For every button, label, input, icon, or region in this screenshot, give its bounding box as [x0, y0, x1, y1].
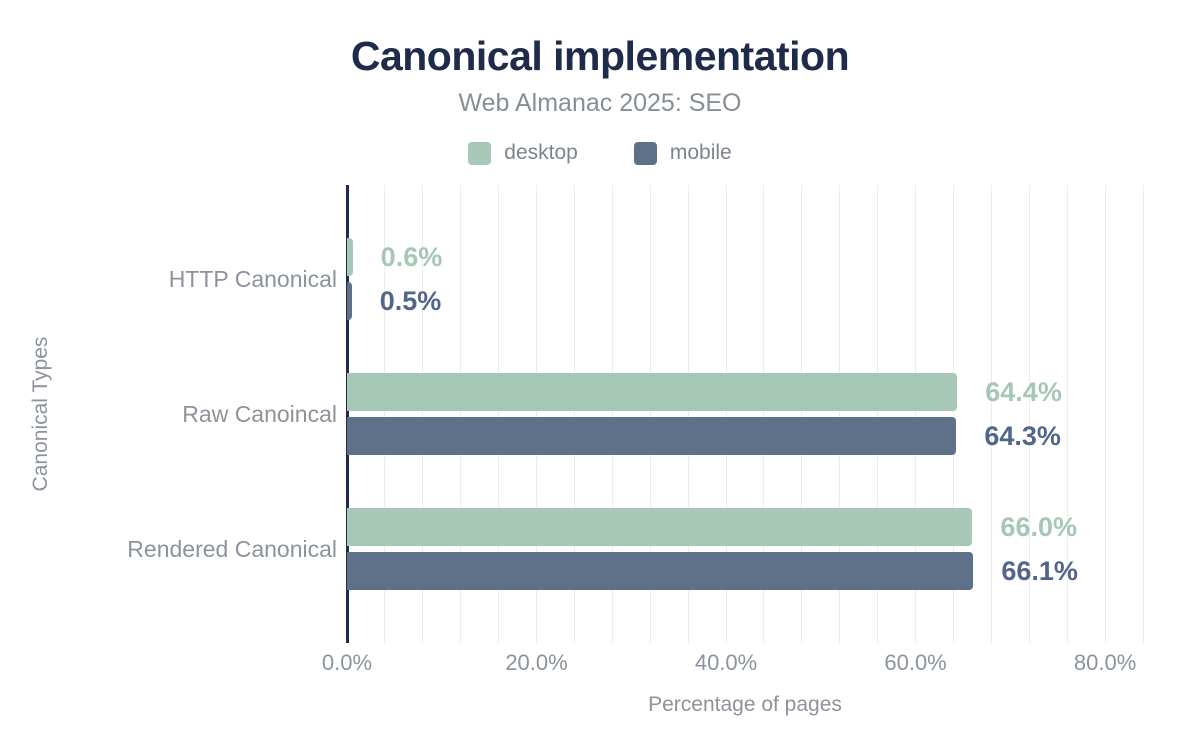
gridline: [801, 185, 803, 643]
gridline: [498, 185, 500, 643]
gridline: [1104, 185, 1106, 643]
x-tick-label: 20.0%: [505, 650, 568, 675]
mobile-bar[interactable]: [347, 417, 957, 455]
legend-swatch-desktop-icon: [468, 141, 492, 165]
y-axis-title: Canonical Types: [29, 336, 52, 492]
chart-title: Canonical implementation: [350, 33, 850, 79]
desktop-bar[interactable]: [347, 238, 353, 276]
gridline: [460, 185, 462, 643]
x-axis-title: Percentage of pages: [648, 693, 842, 716]
gridline: [839, 185, 841, 643]
gridline: [763, 185, 765, 643]
category-label: HTTP Canonical: [168, 266, 337, 292]
legend-label-desktop: desktop: [504, 141, 578, 164]
desktop-bar[interactable]: [347, 508, 973, 546]
legend-label-mobile: mobile: [669, 141, 732, 164]
gridline: [990, 185, 992, 643]
category-label: Rendered Canonical: [127, 536, 337, 562]
gridline: [384, 185, 386, 643]
x-tick-label: 60.0%: [884, 650, 947, 675]
gridline: [611, 185, 613, 643]
x-tick-label: 0.0%: [321, 650, 373, 675]
mobile-value-label: 0.5%: [379, 286, 442, 316]
legend-item-mobile[interactable]: mobile: [633, 141, 732, 165]
y-axis-line: [346, 185, 349, 643]
gridline: [687, 185, 689, 643]
gridline: [952, 185, 954, 643]
legend-item-desktop[interactable]: desktop: [468, 141, 578, 165]
gridline: [573, 185, 575, 643]
mobile-value-label: 66.1%: [1001, 556, 1078, 586]
desktop-value-label: 66.0%: [1000, 512, 1077, 542]
legend: desktop mobile: [0, 141, 1200, 165]
desktop-value-label: 0.6%: [380, 242, 443, 272]
mobile-bar[interactable]: [347, 282, 352, 320]
plot-area: 0.6% 0.5% 64.4% 64.3% 66.0% 66.1%: [346, 185, 1144, 643]
gridline: [422, 185, 424, 643]
gridline: [877, 185, 879, 643]
chart-subtitle: Web Almanac 2025: SEO: [458, 89, 742, 117]
x-tick-label: 40.0%: [694, 650, 758, 675]
legend-swatch-mobile-icon: [633, 141, 657, 165]
desktop-bar[interactable]: [347, 373, 958, 411]
gridline: [915, 185, 917, 643]
desktop-value-label: 64.4%: [985, 377, 1062, 407]
x-tick-label: 80.0%: [1073, 650, 1137, 675]
gridline: [1142, 185, 1144, 643]
gridline: [1028, 185, 1030, 643]
gridline: [1066, 185, 1068, 643]
mobile-value-label: 64.3%: [984, 421, 1061, 451]
gridline: [725, 185, 727, 643]
category-label: Raw Canoincal: [182, 401, 337, 427]
gridline: [536, 185, 538, 643]
mobile-bar[interactable]: [347, 552, 974, 590]
gridline: [649, 185, 651, 643]
